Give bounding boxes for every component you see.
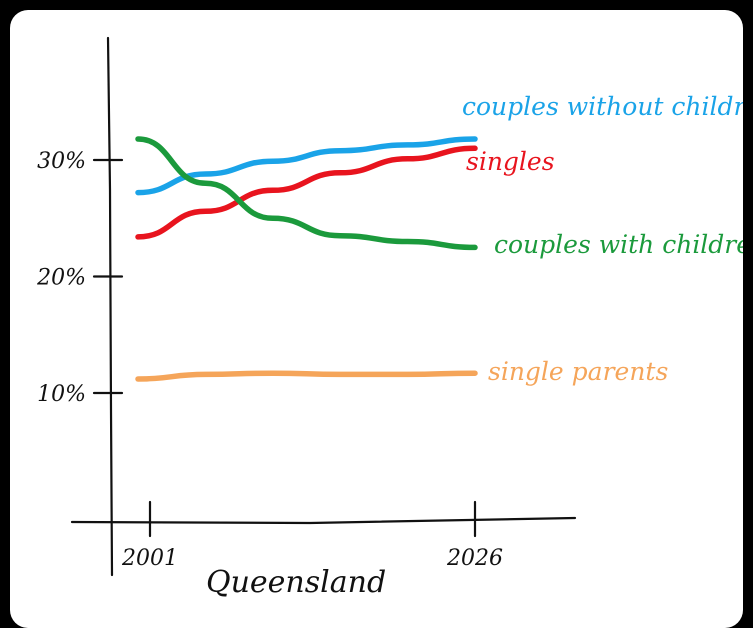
x-ticks: 2001 2026 — [121, 500, 503, 571]
series-label-couples-with-children: couples with children — [494, 230, 743, 259]
y-tick-label: 10% — [37, 382, 86, 407]
x-tick-label: 2026 — [446, 546, 503, 571]
x-axis-line — [70, 516, 577, 525]
series-lines — [135, 136, 478, 382]
y-tick-label: 20% — [36, 266, 86, 291]
series-label-singles: singles — [466, 147, 555, 176]
series-label-single-parents: single parents — [488, 357, 668, 386]
x-tick-label: 2001 — [121, 546, 178, 571]
chart-panel: 10% 20% 30% 2001 2026 couples without child… — [10, 10, 743, 628]
axes — [70, 36, 577, 577]
y-tick-label: 30% — [37, 149, 86, 174]
series-line-couples-with-children — [135, 136, 478, 251]
series-line-singles — [135, 145, 478, 240]
series-label-couples-without-children: couples without children — [462, 92, 743, 121]
series-line-single-parents — [135, 370, 478, 382]
series-line-couples-without-children — [135, 136, 478, 196]
y-ticks: 10% 20% 30% — [36, 149, 124, 407]
y-axis-line — [106, 36, 114, 577]
line-chart: 10% 20% 30% 2001 2026 couples without child… — [36, 36, 743, 600]
series-labels: couples without children singles couples w… — [462, 92, 743, 386]
x-axis-label: Queensland — [206, 565, 386, 600]
